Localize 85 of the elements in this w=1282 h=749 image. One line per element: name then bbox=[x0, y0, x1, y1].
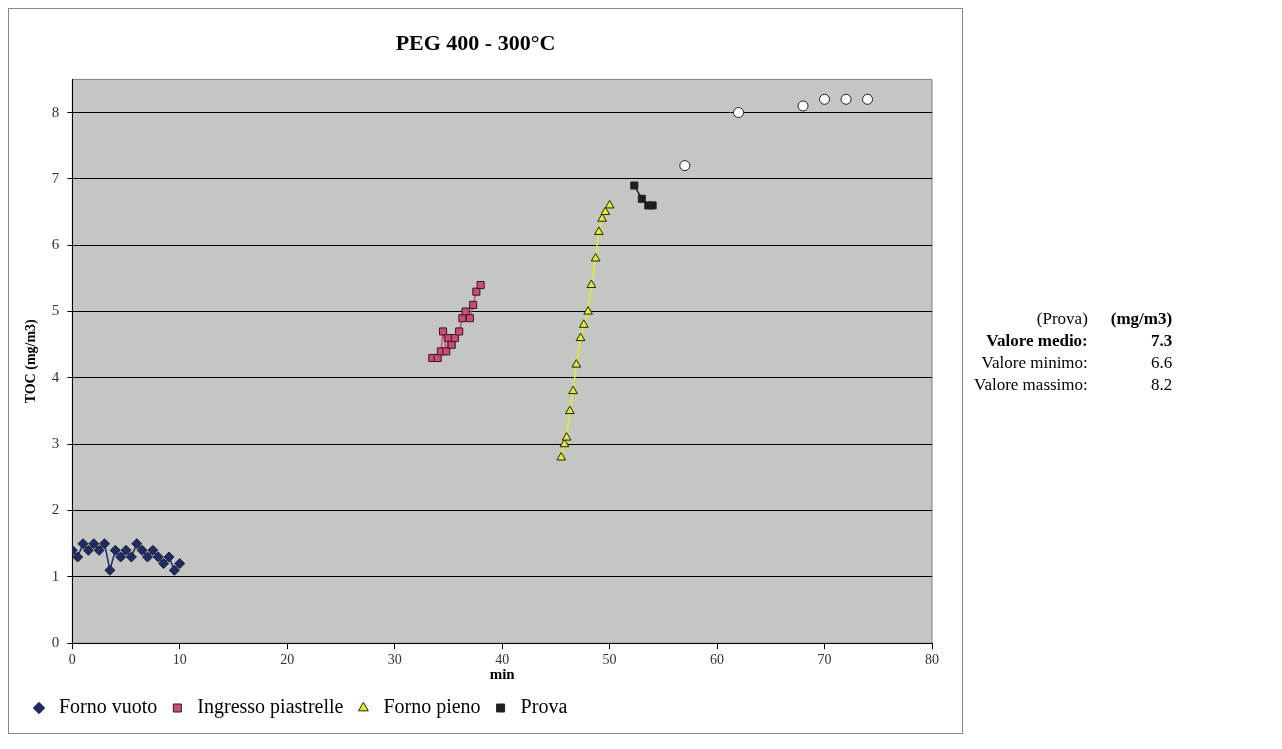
point bbox=[604, 199, 615, 209]
x-tick-label: 40 bbox=[495, 652, 510, 668]
x-tick-label: 0 bbox=[68, 652, 76, 668]
text: (Prova) bbox=[1035, 308, 1089, 330]
point bbox=[99, 538, 111, 550]
text: 7.3 bbox=[1149, 330, 1174, 352]
point bbox=[455, 327, 464, 336]
point bbox=[142, 551, 154, 563]
point bbox=[77, 538, 89, 550]
point bbox=[131, 538, 143, 550]
point bbox=[109, 544, 121, 556]
point bbox=[461, 307, 470, 316]
y-tick-label: 2 bbox=[51, 501, 60, 518]
point bbox=[583, 306, 593, 315]
point bbox=[561, 432, 572, 441]
point bbox=[115, 551, 127, 563]
x-tick-label: 70 bbox=[817, 652, 832, 668]
point bbox=[168, 564, 180, 576]
point bbox=[72, 551, 84, 563]
x-tick-label: 30 bbox=[387, 652, 402, 668]
point bbox=[152, 551, 164, 563]
point bbox=[125, 551, 137, 563]
point bbox=[840, 93, 852, 105]
y-tick-label: 7 bbox=[51, 169, 60, 186]
point bbox=[93, 544, 105, 556]
point bbox=[565, 405, 575, 415]
point bbox=[442, 347, 451, 356]
x-tick-label: 80 bbox=[925, 652, 939, 668]
point bbox=[174, 558, 186, 570]
x-tick-label: 10 bbox=[172, 652, 187, 668]
legend-label: Forno pieno bbox=[383, 695, 481, 719]
point bbox=[594, 226, 604, 235]
legend-label: Ingresso piastrelle bbox=[197, 695, 344, 719]
point bbox=[679, 160, 691, 172]
chart-title: PEG 400 - 300°C bbox=[395, 29, 556, 55]
y-axis-title: TOC (mg/m3) bbox=[23, 318, 40, 404]
text: (mg/m3) bbox=[1109, 308, 1174, 330]
point bbox=[571, 359, 582, 368]
point bbox=[648, 201, 657, 210]
legend-label: Prova bbox=[520, 695, 568, 718]
point bbox=[819, 93, 831, 105]
point bbox=[82, 544, 94, 556]
y-tick-label: 0 bbox=[51, 634, 60, 651]
point bbox=[163, 551, 175, 563]
point bbox=[590, 252, 601, 262]
text: Valore medio: bbox=[985, 330, 1089, 352]
point bbox=[469, 300, 478, 309]
text: Valore minimo: bbox=[980, 352, 1089, 374]
point bbox=[476, 280, 485, 290]
y-tick-label: 4 bbox=[51, 368, 60, 385]
point bbox=[147, 544, 159, 556]
y-tick-label: 6 bbox=[51, 236, 60, 253]
point bbox=[797, 100, 809, 112]
point bbox=[136, 544, 148, 556]
point bbox=[600, 206, 611, 216]
x-axis-title: min bbox=[489, 665, 516, 682]
point bbox=[578, 319, 589, 328]
y-tick-label: 3 bbox=[51, 435, 60, 452]
y-tick-label: 5 bbox=[51, 302, 60, 319]
point bbox=[637, 194, 646, 203]
point bbox=[158, 558, 170, 570]
point bbox=[104, 564, 116, 576]
point bbox=[88, 538, 100, 550]
y-tick-label: 8 bbox=[51, 103, 60, 120]
point bbox=[472, 287, 481, 296]
point bbox=[465, 314, 474, 323]
point bbox=[575, 332, 586, 342]
point bbox=[447, 340, 456, 349]
x-tick-label: 20 bbox=[280, 652, 295, 668]
point bbox=[120, 544, 132, 556]
point bbox=[862, 93, 874, 105]
x-tick-label: 50 bbox=[602, 652, 617, 668]
point bbox=[439, 327, 448, 336]
x-tick-label: 60 bbox=[710, 652, 725, 668]
point bbox=[568, 385, 578, 395]
point bbox=[586, 279, 597, 289]
point bbox=[556, 451, 567, 461]
text: 8.2 bbox=[1149, 374, 1174, 396]
text: 6.6 bbox=[1149, 352, 1174, 374]
legend-label: Forno vuoto bbox=[59, 695, 158, 718]
point bbox=[433, 353, 442, 363]
point bbox=[630, 181, 639, 190]
text: Valore massimo: bbox=[973, 374, 1089, 396]
y-tick-label: 1 bbox=[51, 567, 60, 584]
point bbox=[733, 107, 745, 119]
